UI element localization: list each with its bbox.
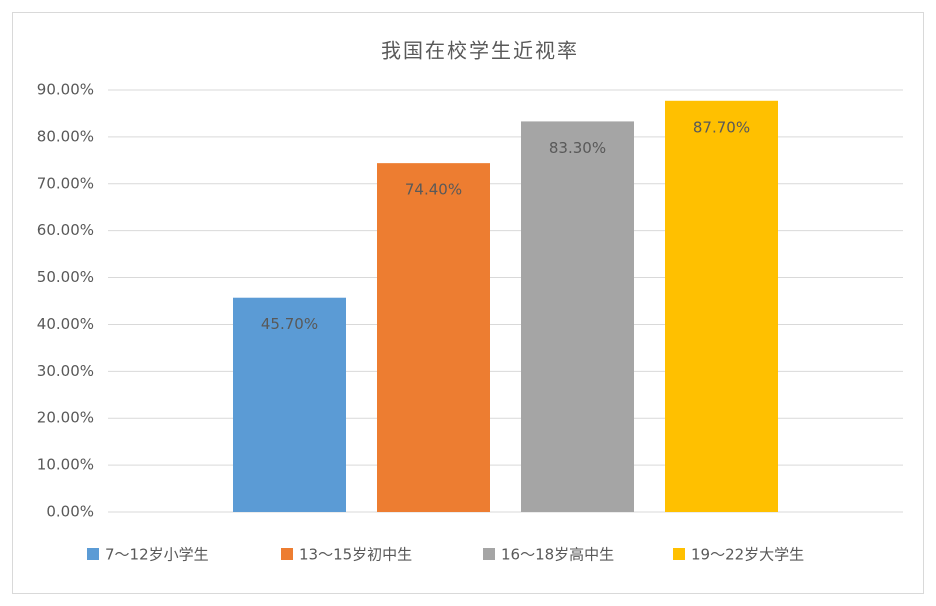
- legend-swatch: [673, 548, 685, 560]
- y-tick-label: 30.00%: [37, 362, 94, 380]
- bar: [521, 121, 634, 512]
- y-tick-label: 90.00%: [37, 81, 94, 99]
- y-tick-label: 50.00%: [37, 268, 94, 286]
- legend-swatch: [87, 548, 99, 560]
- bar: [665, 100, 778, 512]
- legend-swatch: [281, 548, 293, 560]
- legend-swatch: [483, 548, 495, 560]
- y-tick-label: 70.00%: [37, 174, 94, 192]
- legend-label: 13～15岁初中生: [299, 546, 412, 564]
- value-label: 45.70%: [261, 315, 318, 333]
- chart-title: 我国在校学生近视率: [381, 39, 579, 63]
- legend-label: 7～12岁小学生: [105, 546, 209, 564]
- y-tick-label: 20.00%: [37, 409, 94, 427]
- y-tick-label: 40.00%: [37, 315, 94, 333]
- bar: [233, 297, 346, 512]
- legend-label: 16～18岁高中生: [501, 546, 614, 564]
- value-label: 83.30%: [549, 139, 606, 157]
- value-label: 87.70%: [693, 118, 750, 136]
- bar: [377, 163, 490, 512]
- legend-label: 19～22岁大学生: [691, 546, 804, 564]
- y-tick-label: 0.00%: [46, 503, 94, 521]
- y-tick-label: 10.00%: [37, 456, 94, 474]
- y-tick-label: 80.00%: [37, 127, 94, 145]
- value-label: 74.40%: [405, 181, 462, 199]
- y-tick-label: 60.00%: [37, 221, 94, 239]
